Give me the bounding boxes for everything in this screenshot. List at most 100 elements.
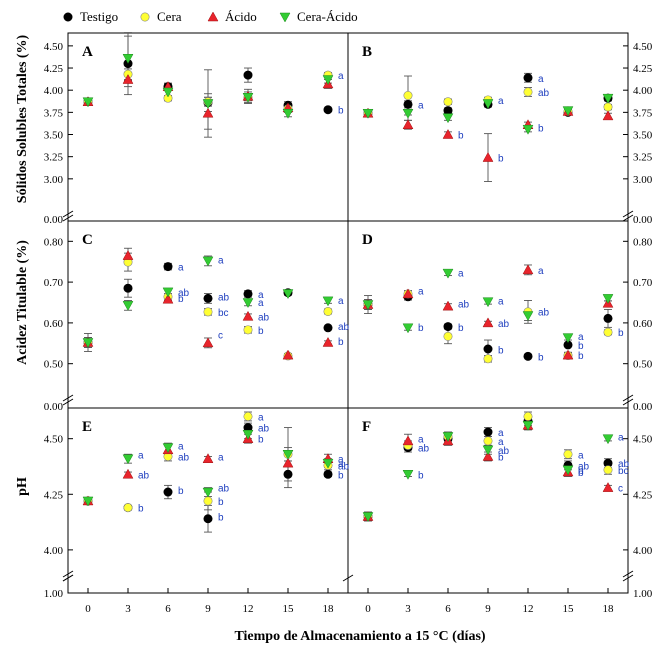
y-tick-label: 4.25 [44, 489, 64, 501]
significance-label: b [338, 337, 344, 348]
y-tick-label: 4.00 [633, 545, 653, 557]
point-C-testigo [123, 283, 133, 293]
significance-label: a [338, 71, 344, 82]
significance-label: a [498, 296, 504, 307]
point-C-testigo [163, 262, 173, 272]
legend: Testigo Cera Ácido Cera-Ácido [63, 9, 358, 24]
y-axis-title: pH [15, 477, 30, 496]
point-F-cera [563, 449, 573, 459]
significance-label: b [218, 513, 224, 524]
x-axis: 0 3 6 9 12 15 18 0 3 6 9 12 15 18 [62, 574, 615, 615]
point-E-testigo [323, 469, 333, 479]
y-break-label: 0.00 [44, 401, 64, 413]
significance-label: ab [498, 319, 510, 330]
significance-label: a [498, 96, 504, 107]
significance-label: a [178, 263, 184, 274]
significance-label: ab [218, 484, 230, 495]
axis-break [622, 398, 634, 406]
panel-E: E4.004.254.501.00pHaabbaabbaabbbaabbaaab… [15, 411, 350, 600]
significance-label: b [418, 323, 424, 334]
point-B-cera-cido [362, 108, 374, 119]
y-tick-label: 3.50 [633, 130, 653, 142]
y-break-label: 1.00 [633, 588, 653, 600]
significance-label: c [218, 331, 223, 342]
significance-label: a [218, 452, 224, 463]
significance-label: b [338, 106, 344, 117]
point-E-cera-cido [82, 496, 94, 507]
point-B-cera [603, 102, 613, 112]
axis-break [62, 214, 74, 222]
significance-label: a [218, 256, 224, 267]
y-tick-label: 3.00 [633, 174, 653, 186]
point-E-cera-cido [202, 487, 214, 498]
y-tick-label: 4.25 [44, 63, 64, 75]
point-B-cera-cido [602, 93, 614, 104]
point-E-cera-cido [122, 454, 134, 465]
point-D--cido [402, 288, 414, 299]
point-C-testigo [323, 323, 333, 333]
x-axis-title: Tiempo de Almacenamiento a 15 °C (días) [234, 629, 485, 644]
x-tick-label: 12 [243, 603, 254, 615]
point-D-cera [443, 331, 453, 341]
panel-label: E [82, 419, 92, 435]
point-E-cera-cido [322, 458, 334, 469]
x-tick-label: 18 [603, 603, 615, 615]
point-E-testigo [163, 487, 173, 497]
legend-label: Ácido [225, 9, 257, 24]
x-tick-label: 0 [365, 603, 371, 615]
y-tick-label: 4.25 [633, 63, 653, 75]
point-E-cera [203, 496, 213, 506]
x-tick-label: 12 [523, 603, 534, 615]
significance-label: b [498, 345, 504, 356]
y-tick-label: 3.25 [633, 152, 653, 164]
panel-label: A [82, 44, 93, 60]
point-B--cido [442, 128, 454, 139]
y-axis-title: Sólidos Solubles Totales (%) [15, 34, 30, 203]
significance-label: a [178, 441, 184, 452]
point-E-cera-cido [242, 429, 254, 440]
significance-label: b [538, 352, 544, 363]
point-D-testigo [603, 313, 613, 323]
point-E-cera [243, 411, 253, 421]
y-tick-label: 3.75 [44, 107, 64, 119]
legend-marker-testigo [63, 12, 73, 22]
x-tick-label: 9 [485, 603, 491, 615]
significance-label: a [578, 332, 584, 343]
significance-label: ab [538, 88, 550, 99]
point-F-cera [483, 436, 493, 446]
y-tick-label: 0.60 [44, 318, 64, 330]
point-A--cido [122, 74, 134, 84]
y-tick-label: 4.00 [44, 85, 64, 97]
significance-label: ab [138, 470, 150, 481]
significance-label: a [338, 459, 344, 470]
point-C--cido [122, 250, 134, 260]
y-break-label: 0.00 [44, 214, 64, 226]
significance-label: ab [178, 288, 190, 299]
point-F-cera-cido [442, 432, 454, 442]
legend-label: Cera-Ácido [297, 9, 358, 24]
significance-label: a [258, 412, 264, 423]
point-F-cera [603, 465, 613, 475]
y-tick-label: 4.50 [44, 434, 64, 446]
panel-label: D [362, 232, 373, 248]
panels: A 3.00 3.25 3.50 3.75 4.00 4.25 4.50 0.00 Sólidos… [15, 32, 653, 615]
point-A-cera-cido [202, 99, 214, 110]
significance-label: b [498, 154, 504, 165]
point-D-cera-cido [482, 297, 494, 308]
axis-break [342, 574, 354, 582]
significance-label: a [498, 437, 504, 448]
x-tick-label: 9 [205, 603, 211, 615]
point-C--cido [162, 293, 174, 304]
x-tick-label: 15 [283, 603, 295, 615]
point-F-cera-cido [482, 445, 494, 456]
point-A--cido [202, 107, 214, 118]
point-F--cido [602, 482, 614, 492]
axis-break [62, 398, 74, 406]
significance-label: b [458, 323, 464, 334]
point-D--cido [482, 317, 494, 328]
significance-label: b [338, 470, 344, 481]
x-tick-label: 0 [85, 603, 91, 615]
point-D-cera [483, 354, 493, 364]
point-F-cera-cido [562, 465, 574, 476]
